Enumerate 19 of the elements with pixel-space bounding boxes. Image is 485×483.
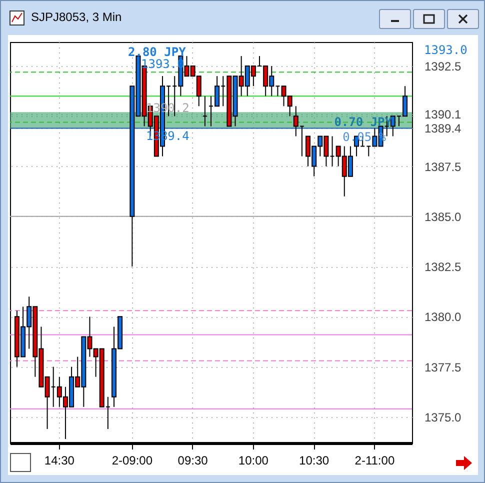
y-tick-label: 1390.1 [424, 108, 462, 122]
y-tick-label: 1382.5 [424, 260, 462, 274]
y-tick-label: 1387.5 [424, 160, 462, 174]
x-tick-label: 10:30 [299, 454, 330, 468]
y-tick-label: 1389.4 [424, 122, 462, 136]
y-tick-label: 1377.5 [424, 360, 462, 374]
text: 1393.0 [424, 43, 468, 57]
x-tick-label: 2-11:00 [354, 454, 395, 468]
annotation: 2.80 JPY [128, 45, 187, 59]
chart-title: SJPJ8053, 3 Min [31, 10, 122, 24]
x-tick-label: 09:30 [178, 454, 208, 468]
x-tick-label: 2-09:00 [112, 454, 153, 468]
y-tick-label: 1380.0 [424, 310, 462, 324]
x-tick-label: 10:00 [238, 454, 269, 468]
x-tick-label: 14:30 [44, 454, 75, 468]
annotation: 0.05 % [342, 130, 387, 144]
y-tick-label: 1385.0 [424, 210, 462, 224]
y-tick-label: 1375.0 [424, 410, 462, 424]
y-tick-label: 1392.5 [424, 60, 462, 74]
